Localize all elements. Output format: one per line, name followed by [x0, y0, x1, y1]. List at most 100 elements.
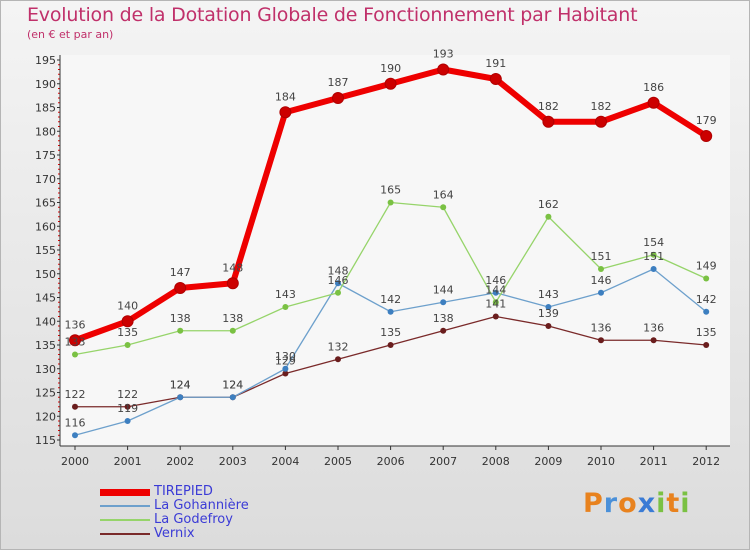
legend-swatch	[100, 533, 150, 535]
data-point	[177, 394, 184, 401]
y-minor-tick	[58, 140, 60, 142]
data-label: 138	[222, 312, 243, 325]
data-label: 138	[170, 312, 191, 325]
y-minor-tick	[58, 420, 60, 422]
data-point	[440, 327, 447, 334]
data-label: 186	[643, 81, 664, 94]
y-minor-tick	[58, 373, 60, 374]
y-minor-tick	[58, 216, 60, 218]
legend-label: La Gohannière	[154, 498, 249, 513]
legend-swatch	[100, 488, 150, 496]
data-point	[72, 432, 78, 439]
data-label: 140	[117, 299, 138, 312]
x-tick-label: 2008	[482, 455, 510, 468]
data-label: 133	[65, 336, 86, 349]
data-label: 142	[696, 293, 717, 306]
data-point	[387, 308, 394, 315]
data-point	[387, 342, 394, 348]
y-minor-tick	[58, 311, 60, 313]
data-point	[545, 213, 552, 220]
y-minor-tick	[58, 159, 60, 161]
y-minor-tick	[58, 164, 60, 165]
y-minor-tick	[58, 430, 60, 431]
data-label: 142	[380, 293, 401, 306]
data-label: 146	[591, 274, 612, 287]
data-point	[440, 299, 447, 306]
legend-label: Vernix	[154, 526, 195, 541]
y-minor-tick	[58, 411, 60, 412]
x-tick-label: 2007	[429, 455, 457, 468]
y-minor-tick	[58, 254, 60, 256]
y-tick-label: 165	[35, 197, 56, 210]
data-label: 184	[275, 90, 296, 103]
data-point	[335, 289, 341, 296]
data-label: 144	[485, 283, 506, 296]
y-minor-tick	[58, 339, 60, 341]
data-point	[647, 96, 660, 109]
y-minor-tick	[58, 268, 60, 270]
y-minor-tick	[58, 88, 60, 89]
plot-area	[60, 55, 730, 446]
y-minor-tick	[58, 211, 60, 213]
data-point	[545, 304, 552, 310]
y-minor-tick	[58, 292, 60, 294]
data-label: 138	[433, 312, 454, 325]
y-minor-tick	[58, 206, 60, 208]
data-point	[650, 266, 657, 272]
y-tick-label: 170	[35, 173, 56, 186]
data-label: 122	[65, 388, 86, 401]
data-label: 162	[538, 198, 559, 211]
y-minor-tick	[58, 401, 60, 403]
data-label: 190	[380, 62, 401, 75]
data-point	[545, 323, 552, 329]
y-minor-tick	[58, 135, 60, 137]
data-label: 122	[117, 388, 138, 401]
data-point	[598, 289, 604, 296]
y-tick-label: 135	[35, 339, 56, 352]
data-label: 124	[222, 378, 243, 391]
y-minor-tick	[58, 425, 60, 427]
x-tick-label: 2012	[692, 455, 720, 468]
data-label: 141	[485, 298, 506, 311]
data-point	[332, 92, 344, 104]
y-tick-label: 160	[35, 220, 56, 233]
data-label: 129	[275, 355, 296, 368]
y-minor-tick	[58, 173, 60, 175]
chart-title: Evolution de la Dotation Globale de Fonc…	[27, 4, 638, 26]
data-point	[121, 315, 134, 328]
y-minor-tick	[58, 387, 60, 389]
y-tick-label: 115	[35, 434, 56, 447]
data-label: 182	[538, 100, 559, 113]
y-minor-tick	[58, 434, 60, 436]
data-point	[72, 351, 78, 358]
y-minor-tick	[58, 325, 60, 327]
data-point	[598, 337, 604, 344]
data-label: 164	[433, 188, 454, 201]
y-minor-tick	[58, 335, 60, 336]
logo-letter: x	[637, 488, 657, 519]
y-minor-tick	[58, 396, 60, 398]
y-tick-label: 180	[35, 125, 56, 138]
y-minor-tick	[58, 145, 60, 146]
y-tick-label: 175	[35, 149, 56, 162]
logo-letter: r	[603, 488, 619, 519]
y-minor-tick	[58, 92, 60, 94]
y-minor-tick	[58, 259, 60, 260]
legend-label: La Godefroy	[154, 512, 233, 527]
data-label: 149	[696, 260, 717, 273]
y-minor-tick	[58, 73, 60, 75]
y-minor-tick	[58, 230, 60, 232]
data-label: 136	[591, 321, 612, 334]
data-label: 116	[65, 416, 86, 429]
y-tick-label: 130	[35, 363, 56, 376]
data-label: 136	[643, 321, 664, 334]
x-tick-label: 2006	[377, 455, 405, 468]
legend-item: La Godefroy	[100, 513, 249, 527]
data-point	[229, 327, 236, 334]
data-point	[282, 370, 289, 377]
y-minor-tick	[58, 377, 60, 379]
data-label: 143	[275, 288, 296, 301]
y-tick-label: 120	[35, 410, 56, 423]
legend-item: TIREPIED	[100, 485, 249, 499]
